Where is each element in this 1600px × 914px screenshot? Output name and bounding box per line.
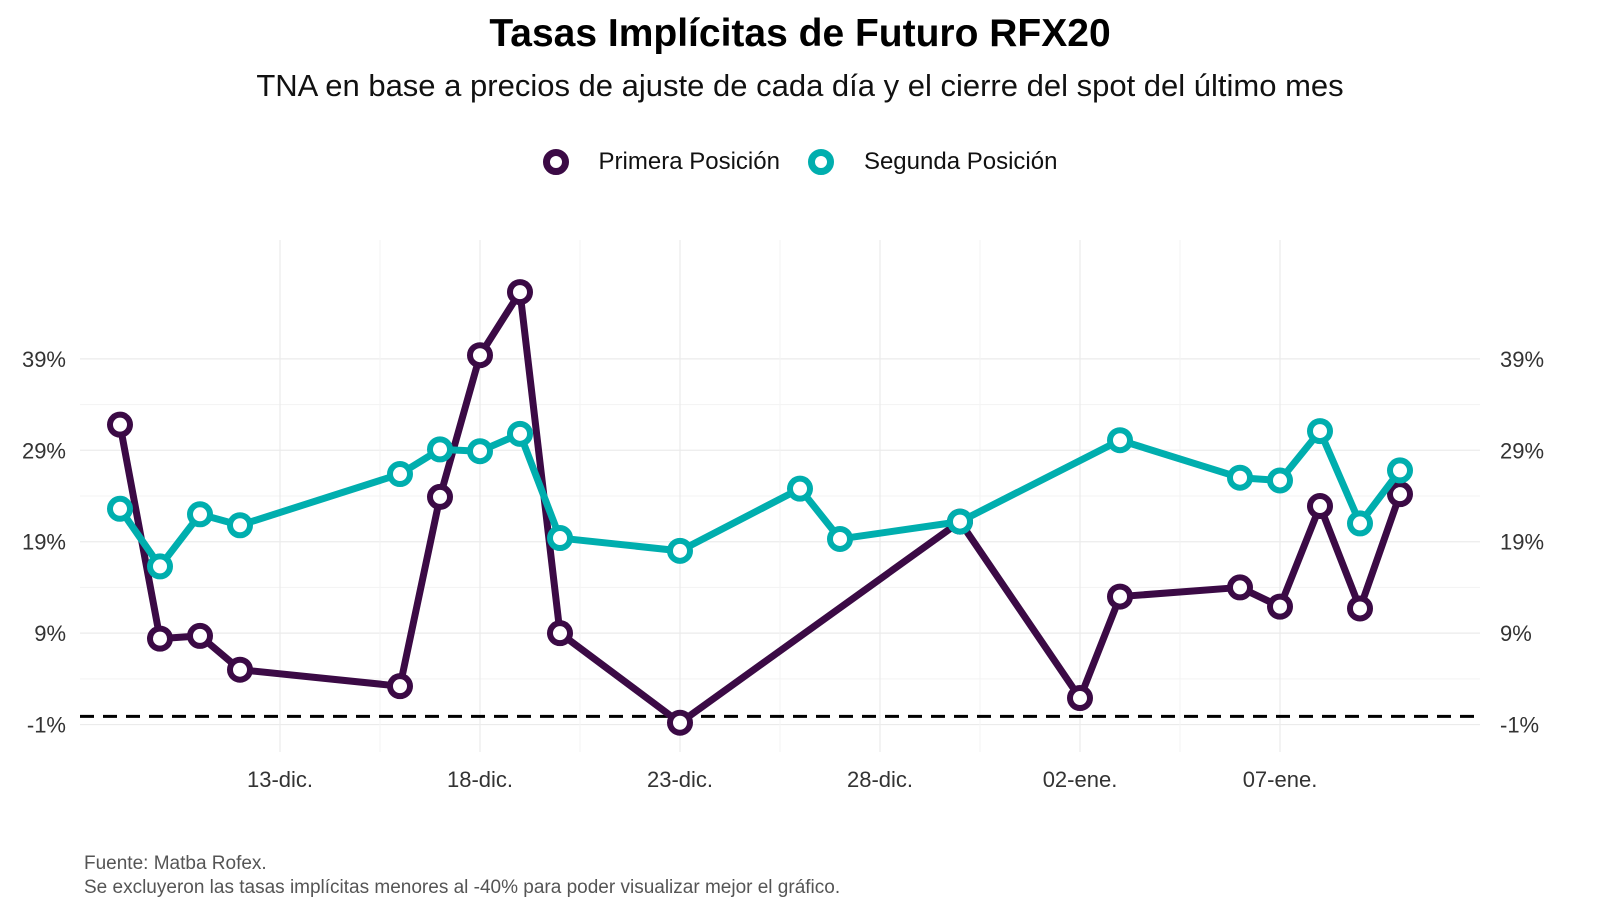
x-tick-label: 23-dic. (647, 767, 713, 792)
data-point-segunda (1107, 427, 1133, 454)
chart-subtitle: TNA en base a precios de ajuste de cada … (256, 68, 1344, 103)
data-point-primera (107, 411, 133, 438)
data-point-primera (427, 483, 453, 510)
data-point-segunda (107, 495, 133, 522)
data-point-segunda (1267, 467, 1293, 494)
y-tick-label-left: 39% (22, 347, 66, 372)
data-point-primera (147, 625, 173, 652)
data-point-primera (1227, 574, 1253, 601)
chart-title: Tasas Implícitas de Futuro RFX20 (489, 12, 1111, 55)
legend-label-primera: Primera Posición (598, 148, 780, 175)
series-line-segunda (116, 427, 1404, 570)
data-point-primera (1107, 583, 1133, 610)
x-tick-label: 13-dic. (247, 767, 313, 792)
data-point-segunda (467, 438, 493, 465)
data-point-segunda (147, 553, 173, 580)
data-point-primera (387, 673, 413, 700)
y-tick-label-left: 19% (22, 530, 66, 555)
data-point-primera (187, 622, 213, 649)
y-tick-label-right: 29% (1500, 438, 1544, 463)
legend-item-primera: Primera Posición (542, 148, 780, 176)
y-tick-label-right: 9% (1500, 621, 1532, 646)
legend-item-segunda: Segunda Posición (807, 148, 1058, 176)
data-point-segunda (427, 436, 453, 463)
data-point-segunda (1227, 464, 1253, 491)
data-point-primera (1387, 481, 1413, 508)
x-tick-label: 07-ene. (1243, 767, 1318, 792)
grid (80, 240, 1480, 752)
data-point-primera (547, 620, 573, 647)
tick-labels: -1% -1% 9% 9% 19% 19% 29% 29% 39% 39% 13-dic. 18-di… (22, 347, 1544, 792)
x-tick-label: 18-dic. (447, 767, 513, 792)
data-point-segunda (547, 525, 573, 552)
legend-marker-segunda-icon (807, 149, 834, 175)
data-point-primera (1067, 685, 1093, 712)
data-point-primera (467, 342, 493, 369)
data-point-segunda (787, 475, 813, 502)
data-point-primera (667, 709, 693, 736)
data-point-primera (227, 656, 253, 683)
caption-note: Se excluyeron las tasas implícitas menor… (84, 877, 841, 898)
series-segunda (107, 418, 1413, 580)
data-point-segunda (947, 508, 973, 535)
caption: Fuente: Matba Rofex. Se excluyeron las t… (84, 852, 840, 900)
data-point-segunda (1307, 418, 1333, 445)
y-tick-label-right: 19% (1500, 530, 1544, 555)
data-point-primera (1307, 493, 1333, 520)
y-tick-label-left: 29% (22, 438, 66, 463)
y-tick-label-left: 9% (34, 621, 66, 646)
data-point-segunda (507, 420, 533, 447)
caption-source: Fuente: Matba Rofex. (84, 853, 267, 874)
y-tick-label-right: 39% (1500, 347, 1544, 372)
data-point-primera (1347, 595, 1373, 622)
data-point-segunda (387, 461, 413, 488)
legend: Primera Posición Segunda Posición (0, 148, 1600, 176)
data-point-segunda (187, 501, 213, 528)
legend-label-segunda: Segunda Posición (863, 148, 1058, 175)
y-tick-label-right: -1% (1500, 713, 1539, 738)
data-point-segunda (227, 512, 253, 539)
data-point-primera (507, 279, 533, 306)
x-tick-label: 28-dic. (847, 767, 913, 792)
legend-marker-primera-icon (542, 149, 569, 175)
data-point-segunda (827, 525, 853, 552)
data-point-segunda (1387, 457, 1413, 484)
x-tick-label: 02-ene. (1043, 767, 1118, 792)
series-layer (107, 279, 1413, 736)
y-tick-label-left: -1% (27, 713, 66, 738)
data-point-primera (1267, 593, 1293, 620)
data-point-segunda (1347, 510, 1373, 537)
data-point-segunda (667, 537, 693, 564)
